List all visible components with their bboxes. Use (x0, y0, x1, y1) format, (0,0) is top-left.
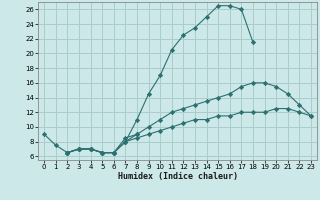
X-axis label: Humidex (Indice chaleur): Humidex (Indice chaleur) (118, 172, 238, 181)
